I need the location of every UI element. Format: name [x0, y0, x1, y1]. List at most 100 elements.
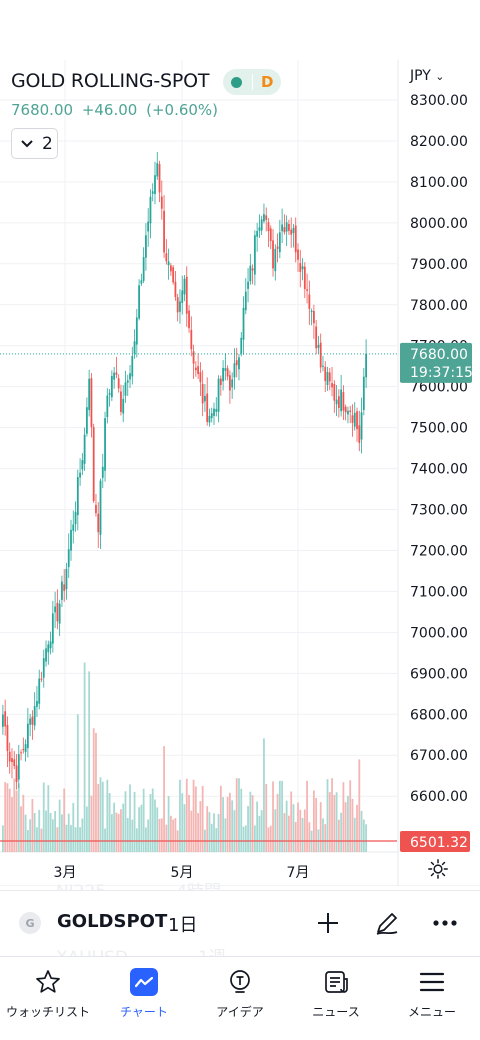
currency-selector[interactable]: JPY ⌄ — [410, 68, 445, 84]
symbol-logo-icon: G — [19, 912, 41, 934]
candle-body — [122, 398, 125, 414]
candle-body — [120, 391, 122, 412]
candle-body — [181, 290, 184, 304]
interval-selector[interactable]: 1日 — [168, 915, 198, 936]
symbol-name[interactable]: GOLDSPOT — [57, 911, 168, 932]
candle-body — [231, 379, 234, 388]
nav-chart[interactable]: チャート — [96, 957, 192, 1040]
candle-body — [74, 512, 77, 525]
candle-body — [317, 344, 320, 348]
candle-body — [192, 351, 195, 364]
candle-body — [349, 410, 352, 412]
candle-body — [6, 724, 9, 752]
volume-bar — [47, 785, 50, 852]
bottom-navigation: ウォッチリスト チャート アイデア — [0, 956, 480, 1040]
volume-bar — [213, 813, 215, 852]
volume-bar — [306, 780, 308, 852]
volume-bar — [90, 795, 93, 852]
add-indicator-button[interactable] — [313, 908, 343, 938]
price-scale-tick-label: 7900.00 — [410, 257, 468, 273]
volume-bar — [65, 824, 68, 852]
volume-bar — [347, 795, 349, 852]
candle-body — [147, 221, 150, 232]
candle-body — [360, 412, 363, 440]
candle-body — [258, 227, 261, 231]
volume-bar — [179, 779, 181, 852]
candle-body — [210, 413, 213, 419]
volume-bar — [292, 804, 295, 852]
price-scale-tick-label: 8100.00 — [410, 175, 468, 191]
nav-label: ニュース — [312, 1005, 360, 1019]
candle-body — [169, 265, 172, 272]
chart-symbol-title[interactable]: GOLD ROLLING-SPOT — [11, 70, 210, 92]
more-dots-icon — [433, 920, 457, 926]
candle-body — [340, 389, 343, 412]
more-options-button[interactable] — [430, 908, 460, 938]
market-status-pill[interactable]: D — [223, 69, 281, 95]
candle-body — [56, 602, 59, 622]
volume-bar — [135, 828, 138, 852]
candle-body — [235, 360, 238, 366]
candle-body — [265, 215, 268, 220]
candle-body — [51, 613, 54, 644]
nav-label: アイデア — [216, 1005, 264, 1019]
volume-bar — [15, 790, 18, 852]
candle-body — [290, 229, 293, 235]
volume-bar — [344, 802, 347, 852]
candle-body — [58, 603, 61, 624]
candle-body — [36, 701, 38, 707]
volume-bar — [235, 778, 238, 852]
volume-bar — [72, 802, 75, 852]
price-scale-tick-label: 7600.00 — [410, 380, 468, 396]
candle-body — [95, 504, 97, 514]
volume-bar — [108, 793, 111, 852]
volume-bar — [326, 779, 329, 852]
nav-menu[interactable]: メニュー — [384, 957, 480, 1040]
chart-settings-gear-icon[interactable] — [427, 858, 449, 880]
nav-news[interactable]: ニュース — [288, 957, 384, 1040]
candle-body — [140, 280, 143, 284]
volume-bar — [256, 801, 259, 852]
candle-body — [117, 378, 120, 389]
volume-bar — [117, 813, 120, 852]
candle-body — [194, 367, 197, 371]
price-scale-tick-label: 8200.00 — [410, 134, 468, 150]
candle-body — [215, 409, 218, 412]
candle-body — [160, 196, 163, 209]
volume-bar — [240, 788, 243, 852]
candle-body — [76, 477, 79, 516]
market-open-dot-icon — [231, 76, 242, 88]
volume-bar — [20, 806, 22, 852]
currency-label: JPY — [410, 68, 431, 84]
nav-ideas[interactable]: アイデア — [192, 957, 288, 1040]
chevron-down-icon — [21, 139, 33, 147]
candle-body — [2, 714, 4, 727]
candle-body — [133, 341, 136, 354]
volume-bar — [58, 799, 61, 852]
candle-body — [356, 411, 358, 430]
volume-bar — [104, 828, 106, 852]
candle-body — [249, 265, 252, 282]
nav-watchlist[interactable]: ウォッチリスト — [0, 957, 96, 1040]
candle-body — [292, 228, 295, 234]
candle-body — [365, 353, 367, 378]
price-scale-tick-label: 8300.00 — [410, 93, 468, 109]
candle-body — [172, 267, 175, 283]
volume-bar — [40, 828, 43, 852]
last-price: 7680.00 — [11, 101, 74, 119]
volume-bar — [356, 804, 358, 852]
candle-body — [15, 765, 18, 782]
drawing-tools-button[interactable] — [372, 908, 402, 938]
candle-body — [54, 606, 57, 613]
volume-bar — [251, 795, 254, 852]
collapse-indicators-button[interactable]: 2 — [11, 128, 58, 159]
volume-bar — [113, 802, 116, 852]
candle-body — [131, 356, 134, 377]
price-chart[interactable]: 8300.00 8200.00 8100.00 8000.00 7900.00 7800.… — [0, 60, 480, 886]
candle-body — [24, 744, 27, 752]
price-scale-tick-label: 6800.00 — [410, 707, 468, 723]
volume-bar — [54, 810, 57, 852]
candle-body — [328, 372, 331, 382]
candle-body — [142, 257, 145, 281]
volume-bar — [185, 778, 188, 852]
